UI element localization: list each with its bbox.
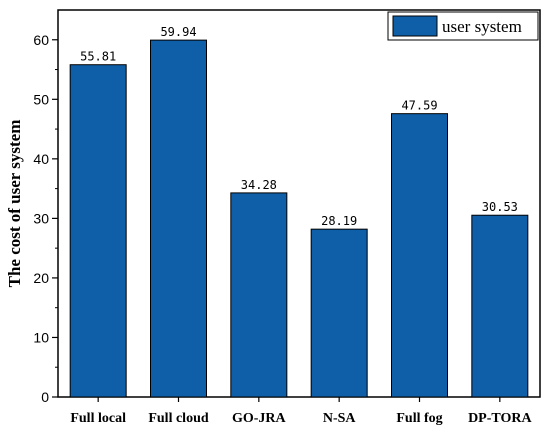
data-label: 30.53 (482, 200, 518, 214)
bar (471, 214, 529, 398)
y-axis: 0 10 20 30 40 50 60 (33, 32, 58, 405)
x-tick-label: Full fog (396, 411, 442, 426)
legend-swatch (392, 15, 438, 37)
y-tick-label: 50 (33, 91, 49, 107)
y-tick-label: 40 (33, 151, 49, 167)
legend: user system (387, 11, 539, 41)
x-axis: Full local Full cloud GO-JRA N-SA Full fog DP… (70, 397, 532, 426)
y-tick-label: 10 (33, 329, 49, 345)
data-label: 34.28 (241, 178, 277, 192)
plot-frame (57, 9, 541, 398)
y-tick-label: 30 (33, 210, 49, 226)
x-tick-label: N-SA (323, 411, 357, 426)
x-tick-label: DP-TORA (468, 411, 532, 426)
bar (310, 228, 368, 398)
data-label: 59.94 (160, 25, 196, 39)
data-label: 47.59 (401, 99, 437, 113)
bars-group (69, 39, 529, 398)
x-tick-label: Full cloud (148, 411, 209, 426)
data-labels-group: 55.81 59.94 34.28 28.19 47.59 30.53 (80, 25, 518, 228)
bar (150, 39, 207, 398)
x-tick-label: GO-JRA (232, 411, 287, 426)
data-label: 28.19 (321, 214, 357, 228)
y-tick-label: 0 (41, 389, 49, 405)
bar (391, 113, 448, 398)
y-axis-label: The cost of user system (5, 120, 24, 288)
y-tick-label: 60 (33, 32, 49, 48)
legend-label: user system (442, 17, 522, 36)
y-tick-label: 20 (33, 270, 49, 286)
bar (230, 192, 288, 398)
bar (69, 64, 127, 398)
data-label: 55.81 (80, 50, 116, 64)
x-tick-label: Full local (70, 411, 126, 426)
